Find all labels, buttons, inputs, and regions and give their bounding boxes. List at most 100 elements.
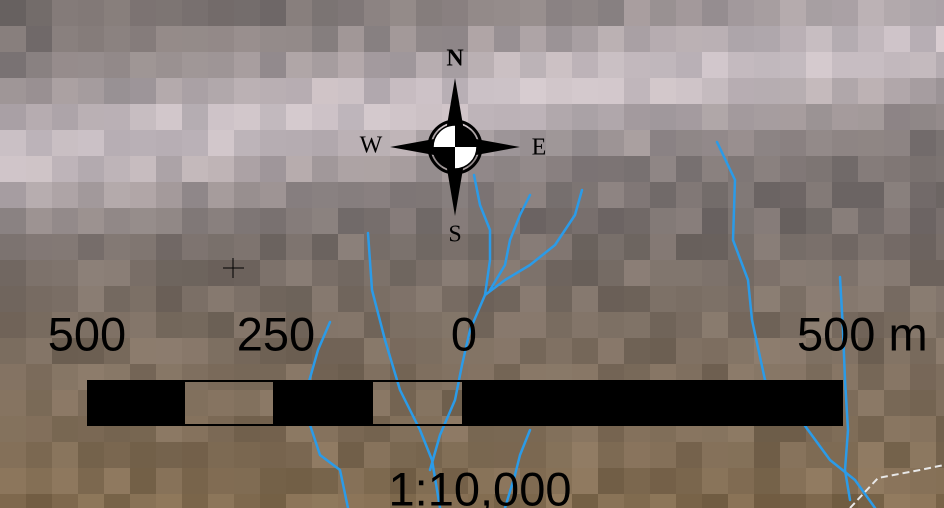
raster-cell	[546, 26, 572, 52]
raster-cell	[156, 182, 182, 208]
raster-cell	[884, 104, 910, 130]
raster-cell	[806, 468, 832, 494]
raster-cell	[832, 78, 858, 104]
raster-cell	[598, 78, 624, 104]
raster-cell	[442, 234, 468, 260]
raster-cell	[0, 208, 26, 234]
stream	[838, 275, 852, 502]
raster-cell	[338, 312, 364, 338]
raster-cell	[234, 104, 260, 130]
raster-cell	[234, 494, 260, 508]
raster-cell	[286, 208, 312, 234]
raster-cell	[182, 182, 208, 208]
raster-cell	[884, 442, 910, 468]
raster-cell	[182, 494, 208, 508]
raster-cell	[416, 78, 442, 104]
raster-cell	[624, 182, 650, 208]
raster-cell	[208, 390, 234, 416]
raster-cell	[806, 104, 832, 130]
raster-cell	[78, 26, 104, 52]
raster-cell	[806, 182, 832, 208]
raster-cell	[650, 208, 676, 234]
raster-cell	[104, 156, 130, 182]
raster-cell	[546, 208, 572, 234]
raster-cell	[130, 208, 156, 234]
raster-cell	[650, 26, 676, 52]
raster-cell	[494, 26, 520, 52]
raster-cell	[260, 104, 286, 130]
raster-cell	[858, 78, 884, 104]
raster-cell	[546, 338, 572, 364]
raster-cell	[546, 494, 572, 508]
raster-cell	[494, 208, 520, 234]
raster-cell	[234, 78, 260, 104]
raster-cell	[390, 156, 416, 182]
raster-cell	[728, 104, 754, 130]
raster-cell	[78, 0, 104, 26]
raster-cell	[0, 52, 26, 78]
raster-cell	[312, 468, 338, 494]
raster-cell	[390, 260, 416, 286]
raster-cell	[780, 338, 806, 364]
raster-cell	[338, 260, 364, 286]
raster-cell	[234, 130, 260, 156]
raster-cell	[156, 26, 182, 52]
raster-cell	[156, 234, 182, 260]
raster-cell	[702, 0, 728, 26]
raster-cell	[104, 52, 130, 78]
raster-cell	[754, 260, 780, 286]
raster-cell	[26, 208, 52, 234]
raster-cell	[598, 182, 624, 208]
raster-cell	[182, 468, 208, 494]
raster-cell	[338, 208, 364, 234]
raster-cell	[234, 286, 260, 312]
raster-cell	[676, 78, 702, 104]
raster-cell	[26, 390, 52, 416]
raster-cell	[572, 338, 598, 364]
raster-cell	[624, 286, 650, 312]
raster-cell	[572, 130, 598, 156]
raster-cell	[416, 52, 442, 78]
raster-cell	[442, 468, 468, 494]
raster-cell	[208, 468, 234, 494]
raster-cell	[910, 442, 936, 468]
raster-cell	[754, 286, 780, 312]
raster-cell	[234, 52, 260, 78]
raster-cell	[650, 182, 676, 208]
raster-cell	[104, 182, 130, 208]
raster-cell	[910, 52, 936, 78]
raster-cell	[806, 208, 832, 234]
raster-cell	[572, 494, 598, 508]
stream	[503, 428, 532, 508]
raster-cell	[520, 0, 546, 26]
raster-cell	[780, 234, 806, 260]
raster-cell	[156, 260, 182, 286]
raster-cell	[286, 182, 312, 208]
raster-cell	[286, 52, 312, 78]
raster-cell	[650, 0, 676, 26]
raster-cell	[728, 312, 754, 338]
raster-cell	[910, 312, 936, 338]
raster-cell	[208, 208, 234, 234]
raster-cell	[520, 26, 546, 52]
raster-cell	[26, 0, 52, 26]
raster-cell	[884, 416, 910, 442]
raster-cell	[494, 442, 520, 468]
raster-cell	[260, 52, 286, 78]
raster-cell	[780, 182, 806, 208]
raster-cell	[806, 260, 832, 286]
raster-cell	[546, 104, 572, 130]
raster-cell	[26, 182, 52, 208]
raster-cell	[260, 442, 286, 468]
raster-cell	[286, 26, 312, 52]
raster-cell	[260, 312, 286, 338]
raster-cell	[338, 130, 364, 156]
raster-cell	[624, 234, 650, 260]
stream	[366, 231, 442, 508]
raster-cell	[182, 104, 208, 130]
raster-cell	[832, 182, 858, 208]
raster-cell	[780, 442, 806, 468]
raster-cell	[260, 234, 286, 260]
raster-cell	[858, 416, 884, 442]
